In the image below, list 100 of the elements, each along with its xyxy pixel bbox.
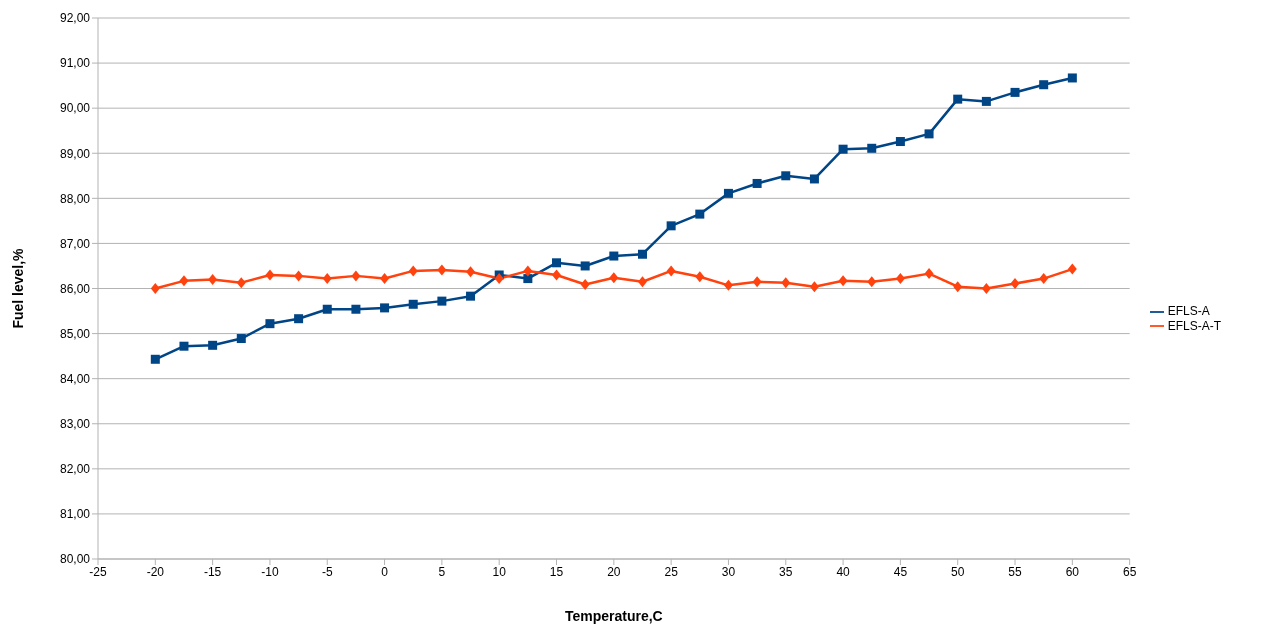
x-axis-title: Temperature,C bbox=[564, 608, 663, 624]
point bbox=[322, 273, 332, 285]
point bbox=[924, 268, 934, 280]
point bbox=[981, 283, 991, 294]
point bbox=[380, 303, 390, 313]
x-tick-label: 10 bbox=[492, 564, 507, 579]
point bbox=[867, 276, 877, 288]
point bbox=[408, 299, 418, 309]
x-tick-label: -5 bbox=[321, 564, 333, 579]
point bbox=[1067, 263, 1077, 275]
point bbox=[1039, 80, 1049, 90]
point bbox=[666, 265, 676, 277]
point bbox=[580, 278, 590, 290]
point bbox=[723, 279, 733, 291]
point bbox=[265, 269, 275, 281]
point bbox=[981, 96, 991, 106]
point bbox=[1039, 273, 1049, 285]
y-tick-label: 81,00 bbox=[59, 507, 91, 522]
point bbox=[895, 273, 905, 285]
point bbox=[1010, 278, 1020, 290]
y-tick-label: 90,00 bbox=[59, 101, 91, 116]
point bbox=[723, 188, 733, 198]
point bbox=[609, 272, 619, 284]
x-tick-label: 25 bbox=[664, 564, 679, 579]
x-tick-label: 60 bbox=[1065, 564, 1080, 579]
point bbox=[265, 319, 275, 329]
point bbox=[523, 265, 533, 277]
point bbox=[637, 249, 647, 259]
x-tick-label: 45 bbox=[893, 564, 908, 579]
y-tick-label: 85,00 bbox=[59, 326, 91, 341]
y-tick-label: 86,00 bbox=[59, 281, 91, 296]
x-tick-label: 50 bbox=[951, 564, 965, 579]
point bbox=[150, 354, 160, 364]
x-tick-label: 15 bbox=[549, 564, 564, 579]
x-tick-label: 35 bbox=[779, 564, 793, 579]
x-tick-label: 40 bbox=[836, 564, 851, 579]
point bbox=[466, 291, 476, 301]
point bbox=[208, 273, 218, 285]
point bbox=[408, 265, 418, 277]
point bbox=[752, 276, 762, 288]
point bbox=[752, 178, 762, 188]
point bbox=[380, 273, 390, 285]
point bbox=[924, 129, 934, 139]
point bbox=[494, 273, 504, 285]
x-tick-label: 20 bbox=[607, 564, 621, 579]
point bbox=[437, 296, 447, 306]
x-tick-label: -20 bbox=[146, 564, 165, 579]
point bbox=[552, 269, 562, 281]
point bbox=[695, 209, 705, 219]
point bbox=[666, 221, 676, 231]
point bbox=[953, 94, 963, 104]
x-tick-label: -15 bbox=[203, 564, 222, 579]
point bbox=[236, 277, 246, 289]
y-tick-label: 82,00 bbox=[59, 462, 91, 477]
x-tick-label: 55 bbox=[1008, 564, 1023, 579]
y-tick-label: 88,00 bbox=[59, 191, 91, 206]
y-tick-label: 87,00 bbox=[59, 236, 91, 251]
point bbox=[1010, 87, 1020, 97]
y-axis-title: Fuel level,% bbox=[9, 247, 26, 329]
point bbox=[552, 258, 562, 268]
x-tick-label: 65 bbox=[1122, 564, 1137, 579]
point bbox=[150, 283, 160, 294]
y-tick-label: 84,00 bbox=[59, 371, 91, 386]
point bbox=[236, 334, 246, 344]
point bbox=[294, 314, 304, 324]
y-tick-label: 92,00 bbox=[59, 11, 91, 26]
point bbox=[781, 171, 791, 181]
x-tick-label: 30 bbox=[721, 564, 736, 579]
x-tick-label: 0 bbox=[381, 564, 389, 579]
point bbox=[809, 174, 819, 184]
point bbox=[781, 277, 791, 289]
point bbox=[580, 261, 590, 271]
point bbox=[838, 275, 848, 287]
y-tick-label: 80,00 bbox=[59, 552, 91, 567]
y-tick-label: 89,00 bbox=[59, 146, 91, 161]
point bbox=[294, 270, 304, 282]
point bbox=[437, 264, 447, 276]
x-tick-label: -25 bbox=[89, 564, 107, 579]
point bbox=[953, 281, 963, 293]
point bbox=[322, 304, 332, 314]
point bbox=[179, 341, 189, 351]
legend-label: EFLS-A bbox=[1167, 303, 1210, 318]
y-tick-label: 91,00 bbox=[59, 56, 91, 71]
point bbox=[838, 144, 848, 154]
legend-label: EFLS-A-T bbox=[1167, 318, 1221, 333]
point bbox=[351, 304, 361, 314]
x-tick-label: 5 bbox=[438, 564, 446, 579]
point bbox=[351, 270, 361, 282]
point bbox=[523, 274, 533, 284]
point bbox=[895, 137, 905, 147]
point bbox=[609, 251, 619, 261]
x-tick-label: -10 bbox=[261, 564, 279, 579]
point bbox=[208, 340, 218, 350]
point bbox=[695, 271, 705, 283]
point bbox=[867, 143, 877, 153]
point bbox=[466, 266, 476, 278]
point bbox=[809, 281, 819, 293]
y-tick-label: 83,00 bbox=[59, 417, 91, 432]
point bbox=[637, 276, 647, 288]
point bbox=[179, 275, 189, 287]
